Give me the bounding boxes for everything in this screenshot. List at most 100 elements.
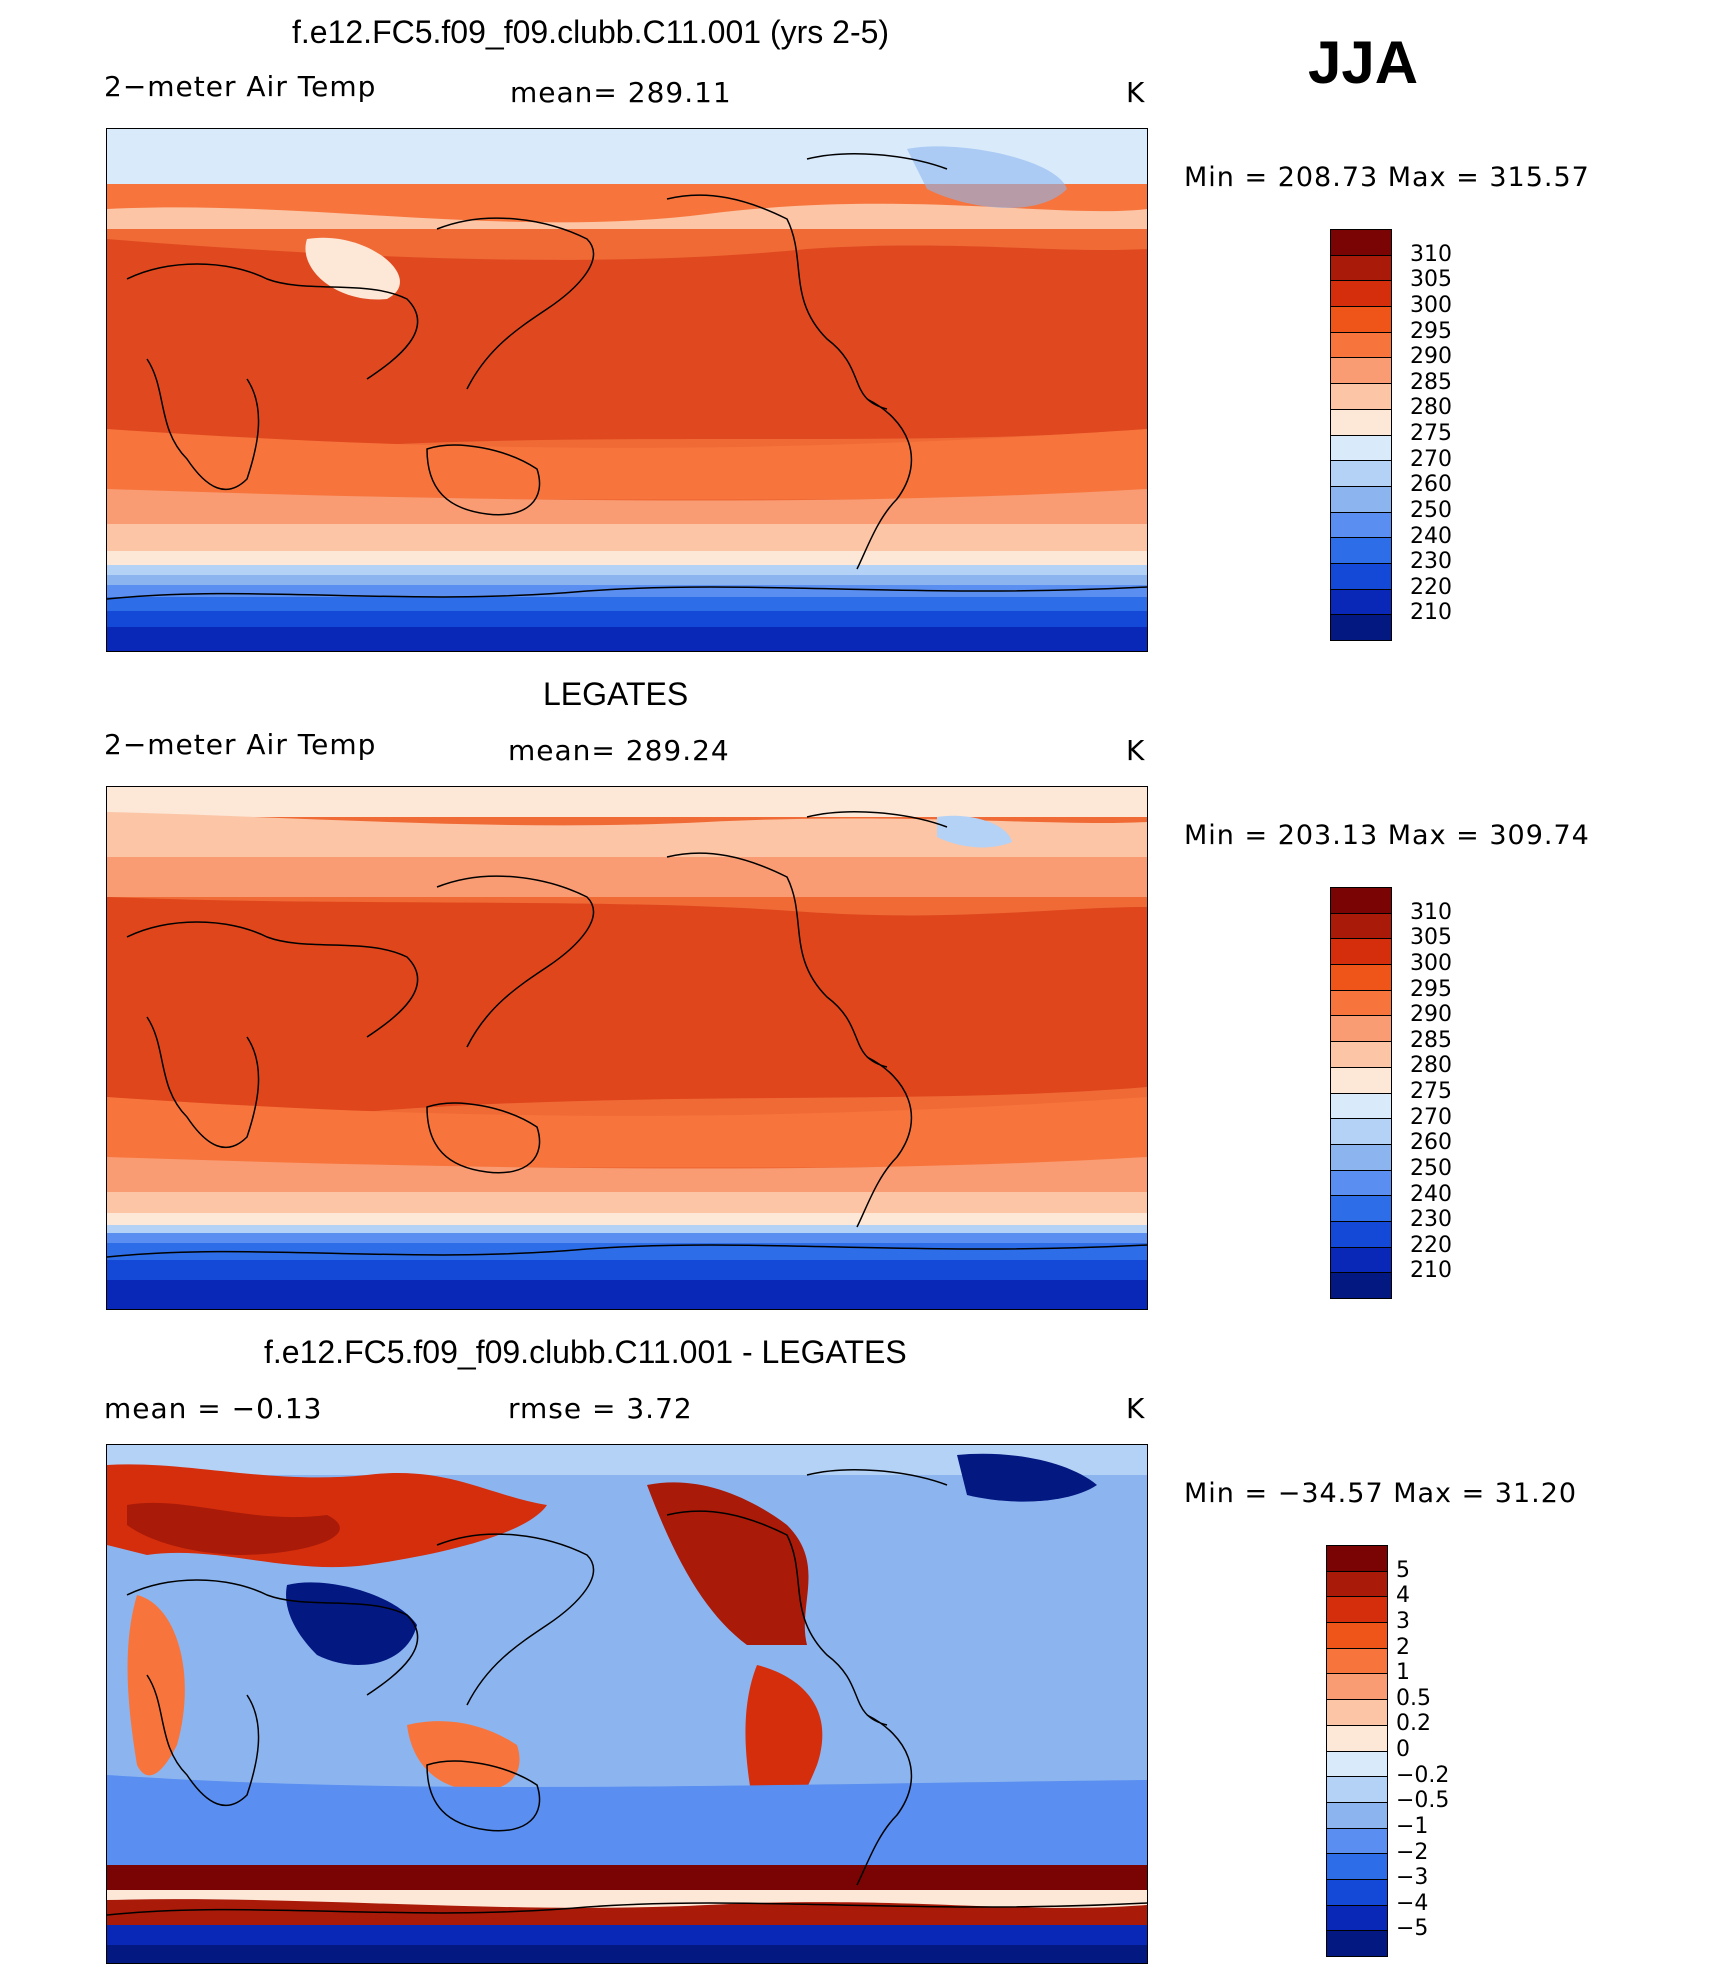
colorbar-label: 240 (1410, 523, 1452, 549)
colorbar-label: 230 (1410, 549, 1452, 575)
colorbar-label: 275 (1410, 1079, 1452, 1104)
colorbar-swatch (1331, 912, 1391, 939)
panel3-colorbar (1326, 1545, 1388, 1957)
colorbar-label: 270 (1410, 1104, 1452, 1130)
colorbar-label: 0.5 (1396, 1685, 1431, 1711)
panel3-map (106, 1444, 1148, 1964)
colorbar-label: −1 (1396, 1813, 1429, 1839)
colorbar-label: 280 (1410, 395, 1452, 421)
colorbar-swatch (1331, 1118, 1391, 1144)
colorbar-swatch (1331, 562, 1391, 589)
panel1-units: K (1126, 76, 1146, 109)
colorbar-label: 210 (1410, 600, 1452, 626)
colorbar-label: 285 (1410, 369, 1452, 395)
colorbar-swatch (1327, 1930, 1387, 1956)
colorbar-swatch (1331, 485, 1391, 512)
colorbar-label: 240 (1410, 1181, 1452, 1207)
colorbar-swatch (1331, 1272, 1391, 1298)
colorbar-label: 280 (1410, 1053, 1452, 1079)
panel1-title: f.e12.FC5.f09_f09.clubb.C11.001 (yrs 2-5… (292, 14, 890, 50)
colorbar-swatch (1331, 460, 1391, 486)
colorbar-swatch (1327, 1596, 1387, 1623)
colorbar-swatch (1331, 1195, 1391, 1221)
colorbar-swatch (1327, 1673, 1387, 1700)
colorbar-swatch (1331, 434, 1391, 461)
panel1-colorbar (1330, 229, 1392, 641)
colorbar-swatch (1327, 1570, 1387, 1597)
colorbar-swatch (1331, 588, 1391, 615)
colorbar-swatch (1331, 989, 1391, 1016)
colorbar-swatch (1331, 964, 1391, 990)
colorbar-label: 295 (1410, 976, 1452, 1002)
panel2-units: K (1126, 734, 1146, 767)
colorbar-swatch (1331, 511, 1391, 538)
panel3-title: f.e12.FC5.f09_f09.clubb.C11.001 - LEGATE… (264, 1334, 907, 1370)
colorbar-label: −5 (1396, 1916, 1429, 1942)
colorbar-label: 2 (1396, 1634, 1410, 1660)
colorbar-label: 3 (1396, 1608, 1410, 1634)
panel1-colorbar-labels: 310 305 300 295 290 285 280 275 270 260 250 240 230 2… (1410, 240, 1490, 640)
colorbar-swatch (1331, 537, 1391, 563)
colorbar-label: 260 (1410, 1130, 1452, 1156)
colorbar-label: 230 (1410, 1207, 1452, 1233)
colorbar-swatch (1331, 1143, 1391, 1170)
panel3-units: K (1126, 1392, 1146, 1425)
colorbar-swatch (1331, 614, 1391, 640)
panel3-map-field (107, 1445, 1147, 1963)
colorbar-swatch (1327, 1724, 1387, 1751)
colorbar-label: 270 (1410, 446, 1452, 472)
colorbar-swatch (1331, 888, 1391, 913)
colorbar-label: 260 (1410, 472, 1452, 498)
panel1-mean: mean= 289.11 (510, 76, 732, 109)
colorbar-label: 300 (1410, 292, 1452, 318)
panel3-rmse: rmse = 3.72 (508, 1392, 693, 1425)
colorbar-swatch (1331, 408, 1391, 435)
colorbar-swatch (1331, 1169, 1391, 1196)
panel2-title: LEGATES (543, 676, 689, 712)
colorbar-swatch (1331, 254, 1391, 281)
colorbar-swatch (1331, 1092, 1391, 1119)
colorbar-swatch (1331, 357, 1391, 384)
colorbar-label: 220 (1410, 1232, 1452, 1258)
colorbar-label: 0.2 (1396, 1711, 1431, 1737)
colorbar-label: 0 (1396, 1737, 1410, 1762)
colorbar-swatch (1327, 1647, 1387, 1674)
colorbar-label: 250 (1410, 1155, 1452, 1181)
colorbar-swatch (1327, 1853, 1387, 1879)
colorbar-label: 310 (1410, 241, 1452, 267)
colorbar-label: 1 (1396, 1660, 1410, 1686)
colorbar-swatch (1327, 1827, 1387, 1854)
colorbar-swatch (1331, 1041, 1391, 1067)
colorbar-label: −0.5 (1396, 1788, 1450, 1814)
colorbar-label: −2 (1396, 1839, 1429, 1865)
colorbar-label: 4 (1396, 1583, 1410, 1609)
colorbar-label: 250 (1410, 497, 1452, 523)
panel3-mean: mean = −0.13 (104, 1392, 323, 1425)
colorbar-swatch (1327, 1546, 1387, 1571)
colorbar-swatch (1331, 280, 1391, 307)
colorbar-label: 220 (1410, 574, 1452, 600)
colorbar-swatch (1331, 331, 1391, 358)
colorbar-label: 305 (1410, 267, 1452, 293)
colorbar-swatch (1331, 938, 1391, 965)
colorbar-swatch (1327, 1776, 1387, 1802)
colorbar-swatch (1327, 1904, 1387, 1931)
colorbar-label: 290 (1410, 1002, 1452, 1028)
panel2-map (106, 786, 1148, 1310)
panel1-map (106, 128, 1148, 652)
panel3-colorbar-labels: 5 4 3 2 1 0.5 0.2 0 −0.2 −0.5 −1 −2 −3 −4 −5 (1396, 1556, 1476, 1956)
panel2-minmax: Min = 203.13 Max = 309.74 (1184, 820, 1590, 851)
colorbar-swatch (1327, 1699, 1387, 1725)
colorbar-swatch (1331, 383, 1391, 409)
colorbar-swatch (1327, 1750, 1387, 1777)
colorbar-swatch (1327, 1622, 1387, 1648)
colorbar-label: 285 (1410, 1027, 1452, 1053)
colorbar-swatch (1327, 1801, 1387, 1828)
season-label: JJA (1308, 29, 1419, 96)
colorbar-label: 5 (1396, 1557, 1410, 1583)
panel3-minmax: Min = −34.57 Max = 31.20 (1184, 1478, 1578, 1509)
panel1-variable: 2−meter Air Temp (104, 70, 377, 103)
panel1-map-field (107, 129, 1147, 651)
colorbar-label: 305 (1410, 925, 1452, 951)
colorbar-swatch (1331, 306, 1391, 332)
